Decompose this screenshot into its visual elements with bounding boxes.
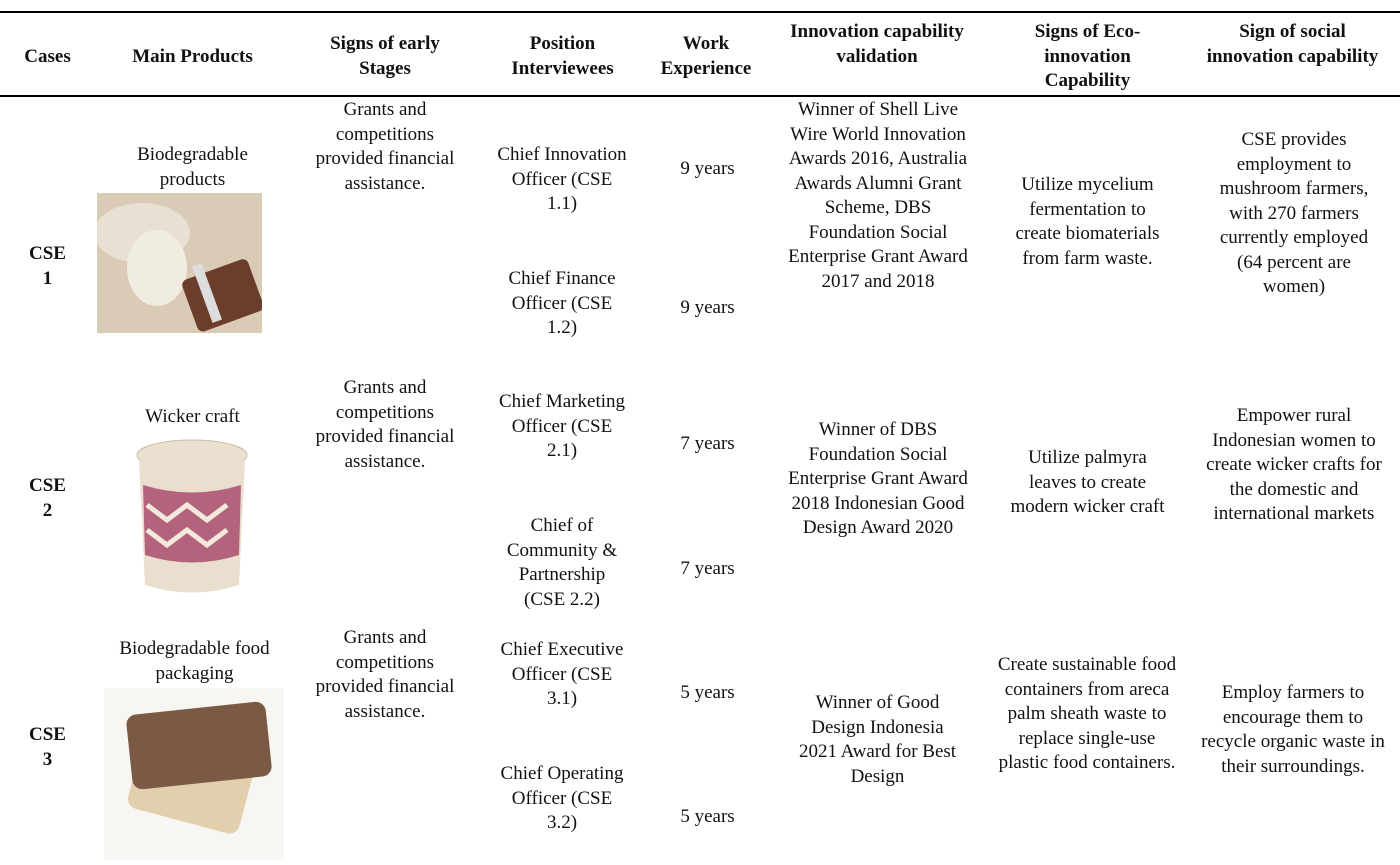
eco-innovation: Utilize mycelium fermentation to create … — [1015, 174, 1160, 269]
product-name: Biodegradable products — [137, 144, 248, 190]
early-stage: Grants and competitions provided financi… — [315, 99, 455, 194]
header-cell: Main Products — [132, 46, 253, 67]
experience: 9 years — [680, 297, 735, 318]
product-name: Wicker craft — [145, 406, 240, 427]
header-cell: Sign of social innovation capability — [1206, 21, 1379, 67]
case-label: CSE 2 — [29, 475, 66, 521]
product-image — [104, 688, 284, 860]
validation: Winner of Shell Live Wire World Innovati… — [788, 99, 968, 292]
eco-innovation: Utilize palmyra leaves to create modern … — [1010, 447, 1165, 517]
early-stage: Grants and competitions provided financi… — [315, 377, 455, 472]
position: Chief Marketing Officer (CSE 2.1) — [498, 391, 626, 461]
social-innovation: CSE provides employment to mushroom farm… — [1219, 129, 1369, 297]
position: Chief Innovation Officer (CSE 1.1) — [497, 144, 627, 214]
social-innovation: Employ farmers to encourage them to recy… — [1201, 682, 1385, 777]
social-innovation: Empower rural Indonesian women to create… — [1206, 405, 1382, 524]
position: Chief Operating Officer (CSE 3.2) — [500, 763, 624, 833]
position: Chief Executive Officer (CSE 3.1) — [500, 639, 624, 709]
experience: 5 years — [680, 682, 735, 703]
header-rule — [0, 95, 1400, 97]
validation: Winner of Good Design Indonesia 2021 Awa… — [798, 692, 957, 787]
header-cell: Signs of Eco-innovation Capability — [1034, 21, 1141, 91]
top-rule — [0, 11, 1400, 13]
header-cell: Position Interviewees — [511, 33, 614, 79]
header-cell: Work Experience — [660, 33, 752, 79]
experience: 9 years — [680, 158, 735, 179]
product-name: Biodegradable food packaging — [119, 638, 270, 684]
experience: 7 years — [680, 558, 735, 579]
experience: 7 years — [680, 433, 735, 454]
eco-innovation: Create sustainable food containers from … — [997, 654, 1177, 773]
header-cell: Innovation capability validation — [790, 21, 964, 67]
header-cell: Signs of early Stages — [330, 33, 440, 79]
early-stage: Grants and competitions provided financi… — [315, 627, 455, 722]
validation: Winner of DBS Foundation Social Enterpri… — [788, 419, 968, 538]
position: Chief of Community & Partnership (CSE 2.… — [506, 515, 618, 610]
position: Chief Finance Officer (CSE 1.2) — [508, 268, 616, 338]
header-cell: Cases — [24, 46, 71, 67]
product-image — [136, 439, 248, 593]
experience: 5 years — [680, 806, 735, 827]
case-label: CSE 3 — [29, 724, 66, 770]
case-label: CSE 1 — [29, 243, 66, 289]
product-image — [97, 193, 262, 333]
